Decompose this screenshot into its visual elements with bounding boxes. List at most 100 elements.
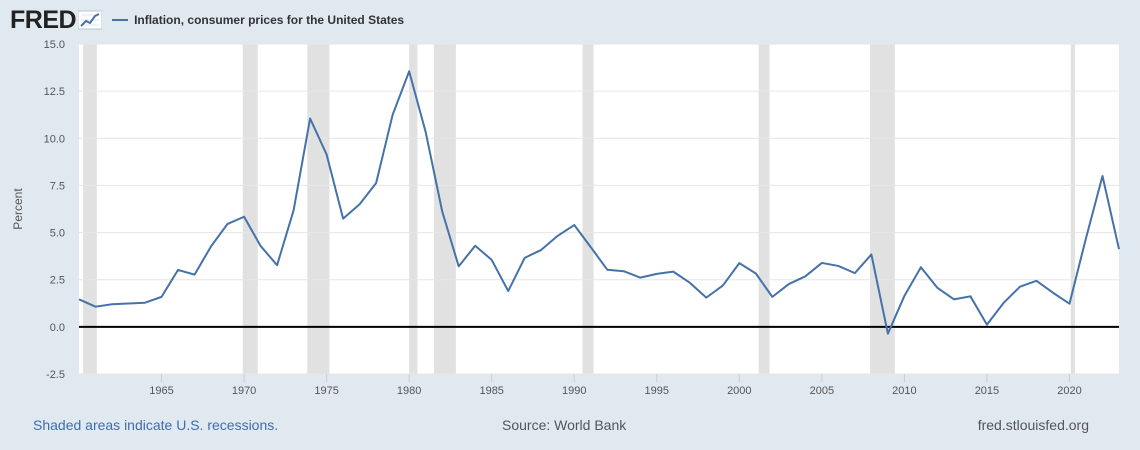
recession-bands: [83, 44, 1075, 374]
data-point-1999[interactable]: [720, 283, 726, 289]
data-point-1986[interactable]: [505, 288, 511, 294]
data-point-1988[interactable]: [538, 247, 544, 253]
data-point-1965[interactable]: [159, 294, 165, 300]
recession-note[interactable]: Shaded areas indicate U.S. recessions.: [33, 417, 279, 433]
data-point-2010[interactable]: [901, 293, 907, 299]
data-point-1989[interactable]: [555, 233, 561, 239]
data-point-2011[interactable]: [918, 264, 924, 270]
data-point-1964[interactable]: [142, 300, 148, 306]
legend[interactable]: Inflation, consumer prices for the Unite…: [112, 13, 404, 27]
data-point-2023[interactable]: [1116, 246, 1122, 252]
data-point-1991[interactable]: [588, 244, 594, 250]
series-line[interactable]: [78, 70, 1120, 335]
recession-band-5: [582, 44, 594, 374]
data-point-1972[interactable]: [274, 262, 280, 268]
header: FRED Inflation, consumer prices for the …: [10, 6, 404, 34]
x-tick-label: 1975: [314, 385, 338, 397]
data-point-1968[interactable]: [208, 243, 214, 249]
y-tick-label: 0.0: [50, 322, 65, 334]
data-point-1990[interactable]: [571, 222, 577, 228]
data-point-2022[interactable]: [1099, 173, 1105, 179]
data-point-2019[interactable]: [1050, 290, 1056, 296]
y-tick-label: -2.5: [46, 369, 65, 381]
x-tick-label: 1965: [149, 385, 173, 397]
data-point-2004[interactable]: [802, 273, 808, 279]
x-tick-label: 2015: [975, 385, 999, 397]
site-link[interactable]: fred.stlouisfed.org: [977, 417, 1089, 433]
x-tick-label: 1985: [479, 385, 503, 397]
data-point-1975[interactable]: [324, 152, 330, 158]
data-point-1978[interactable]: [373, 180, 379, 186]
recession-band-8: [1070, 44, 1075, 374]
data-point-1992[interactable]: [604, 267, 610, 273]
data-point-1998[interactable]: [703, 295, 709, 301]
data-point-2013[interactable]: [951, 296, 957, 302]
logo-text: FRED: [10, 5, 77, 34]
data-point-1967[interactable]: [192, 272, 198, 278]
data-point-1969[interactable]: [225, 221, 231, 227]
data-point-1981[interactable]: [423, 129, 429, 135]
data-point-2012[interactable]: [934, 285, 940, 291]
data-point-2009[interactable]: [885, 331, 891, 337]
data-point-1985[interactable]: [489, 257, 495, 263]
data-point-2021[interactable]: [1083, 235, 1089, 241]
data-point-1996[interactable]: [670, 269, 676, 275]
x-tick-label: 2010: [892, 385, 916, 397]
data-point-1970[interactable]: [241, 214, 247, 220]
data-point-2016[interactable]: [1000, 300, 1006, 306]
data-point-1976[interactable]: [340, 216, 346, 222]
data-point-1995[interactable]: [654, 271, 660, 277]
recession-band-4: [433, 44, 456, 374]
recession-band-6: [758, 44, 770, 374]
data-point-1977[interactable]: [357, 201, 363, 207]
data-point-1994[interactable]: [637, 275, 643, 281]
y-tick-label: 12.5: [44, 86, 65, 98]
data-point-2000[interactable]: [736, 260, 742, 266]
data-point-1973[interactable]: [291, 207, 297, 213]
data-point-1962[interactable]: [109, 301, 115, 307]
data-point-1961[interactable]: [93, 304, 99, 310]
data-point-2002[interactable]: [769, 294, 775, 300]
legend-swatch: [112, 19, 129, 21]
x-axis-ticks: 1965 1970 1975 1980 1985 1990 1995 2000 2005 2010…: [149, 374, 1082, 397]
recession-band-2: [307, 44, 330, 374]
data-point-2020[interactable]: [1066, 301, 1072, 307]
data-point-2014[interactable]: [967, 293, 973, 299]
data-point-2015[interactable]: [984, 322, 990, 328]
data-point-2003[interactable]: [786, 281, 792, 287]
x-tick-label: 2020: [1057, 385, 1081, 397]
recession-band-0: [83, 44, 97, 374]
data-point-1997[interactable]: [687, 280, 693, 286]
data-point-1984[interactable]: [472, 243, 478, 249]
y-tick-label: 7.5: [50, 180, 65, 192]
data-point-2017[interactable]: [1017, 284, 1023, 290]
data-point-2006[interactable]: [835, 263, 841, 269]
y-axis-ticks: 15.0 12.5 10.0 7.5 5.0 2.5 0.0 -2.5: [44, 39, 65, 381]
data-point-2007[interactable]: [852, 270, 858, 276]
data-point-2005[interactable]: [819, 260, 825, 266]
data-point-1983[interactable]: [456, 263, 462, 269]
data-point-1960[interactable]: [76, 296, 82, 302]
source-note: Source: World Bank: [502, 417, 627, 433]
legend-label: Inflation, consumer prices for the Unite…: [134, 13, 405, 27]
x-tick-label: 1970: [232, 385, 256, 397]
recession-band-7: [870, 44, 895, 374]
x-tick-label: 1980: [397, 385, 421, 397]
data-point-1993[interactable]: [621, 268, 627, 274]
data-point-2018[interactable]: [1033, 278, 1039, 284]
data-point-1974[interactable]: [307, 115, 313, 121]
line-chart[interactable]: 15.0 12.5 10.0 7.5 5.0 2.5 0.0 -2.5 1965 1970 197…: [0, 0, 1140, 410]
data-point-1971[interactable]: [258, 243, 264, 249]
data-point-1963[interactable]: [126, 300, 132, 306]
data-point-1966[interactable]: [175, 267, 181, 273]
data-point-2008[interactable]: [868, 251, 874, 257]
data-point-1980[interactable]: [406, 68, 412, 74]
x-tick-label: 2000: [727, 385, 751, 397]
y-tick-label: 10.0: [44, 133, 65, 145]
data-point-1982[interactable]: [439, 208, 445, 214]
recession-band-1: [242, 44, 258, 374]
data-point-1987[interactable]: [522, 255, 528, 261]
data-point-1979[interactable]: [390, 112, 396, 118]
data-point-2001[interactable]: [753, 270, 759, 276]
fred-logo[interactable]: FRED: [10, 5, 103, 35]
